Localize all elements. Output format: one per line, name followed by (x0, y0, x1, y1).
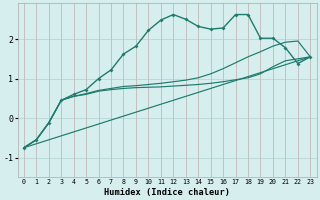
X-axis label: Humidex (Indice chaleur): Humidex (Indice chaleur) (104, 188, 230, 197)
